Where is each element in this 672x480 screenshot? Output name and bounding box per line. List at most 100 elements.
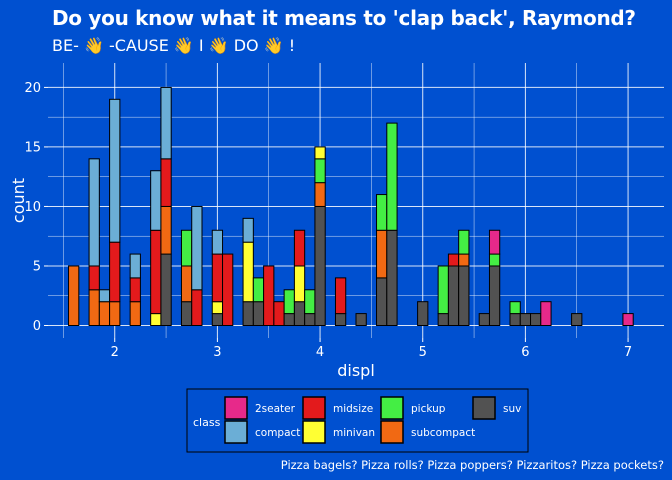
bar-pickup [252,277,265,303]
bar-subcompact [98,301,111,327]
bar-midsize [160,158,172,207]
x-tick-label: 6 [521,345,529,360]
legend-key-compact [224,420,248,444]
x-tick-label: 4 [316,345,324,360]
legend-key-pickup [380,396,404,420]
bar-suv [437,313,449,327]
y-axis-title: count [9,178,28,223]
legend-label-midsize: midsize [333,403,373,415]
bar-pickup [458,229,470,255]
bar-suv [417,301,429,327]
x-axis-title: displ [337,361,375,380]
bar-compact [211,229,224,255]
bar-midsize [88,265,100,291]
bar-pickup [386,122,398,231]
bar-suv [571,313,583,327]
bar-compact [129,253,141,279]
bar-midsize [293,229,306,267]
bar-suv [334,313,347,327]
y-tick-label: 0 [33,319,41,334]
bar-pickup [488,253,501,267]
bar-midsize [263,265,275,327]
bar-suv [488,265,501,327]
bar-suv [180,301,193,327]
legend-label-suv: suv [503,403,521,415]
bar-pickup [180,229,193,267]
bar-pickup [304,289,316,315]
bar-subcompact [458,253,470,267]
bar-subcompact [109,301,121,327]
bar-compact [160,86,172,160]
bar-minivan [211,301,224,315]
bar-subcompact [314,182,326,207]
bar-pickup [376,194,388,231]
bar-compact [88,158,100,267]
legend-label-pickup: pickup [411,403,446,415]
legend-key-subcompact [380,420,404,444]
bar-suv [386,229,398,326]
legend-key-suv [472,396,496,420]
bar-minivan [314,146,326,160]
legend-key-2seater [224,396,248,420]
bar-suv [509,313,521,327]
bar-subcompact [129,301,141,327]
y-tick-label: 15 [24,140,41,155]
bar-suv [447,265,460,327]
y-tick-label: 20 [24,81,41,96]
x-tick-label: 2 [111,345,119,360]
chart-title: Do you know what it means to 'clap back'… [52,6,636,30]
legend-key-minivan [302,420,326,444]
bar-2seater [488,229,501,255]
bar-compact [98,289,111,303]
bar-suv [530,313,542,327]
legend-label-subcompact: subcompact [411,427,475,439]
bar-compact [109,98,121,243]
bar-midsize [273,301,285,327]
bar-compact [242,217,254,243]
bar-2seater [540,301,552,327]
bar-suv [252,301,265,327]
bar-midsize [129,277,141,303]
bar-subcompact [68,265,80,327]
bar-midsize [211,253,224,303]
bar-minivan [242,241,254,303]
chart-subtitle: BE- 👋 -CAUSE 👋 I 👋 DO 👋 ! [52,36,296,55]
legend-title: class [193,416,221,429]
bar-pickup [314,158,326,184]
bar-2seater [622,313,634,327]
bar-suv [160,253,172,326]
bar-suv [283,313,295,327]
bar-midsize [191,289,203,326]
bar-suv [304,313,316,327]
bar-midsize [150,229,162,315]
bar-suv [376,277,388,326]
bar-suv [242,301,254,327]
x-tick-label: 5 [419,345,427,360]
bar-subcompact [88,289,100,326]
bar-midsize [222,253,234,326]
bar-compact [191,205,203,291]
legend-key-midsize [302,396,326,420]
bar-midsize [447,253,460,267]
bar-suv [355,313,367,327]
bar-pickup [509,301,521,315]
bar-suv [293,301,306,327]
x-tick-label: 3 [213,345,221,360]
chart-caption: Pizza bagels? Pizza rolls? Pizza poppers… [280,458,664,472]
bar-subcompact [180,265,193,303]
bar-pickup [283,289,295,315]
legend-label-compact: compact [255,427,300,439]
bar-minivan [293,265,306,303]
x-tick-label: 7 [624,345,632,360]
y-tick-label: 10 [24,200,41,215]
legend-box [186,388,529,453]
bar-compact [150,170,162,231]
legend-label-minivan: minivan [333,427,375,439]
bar-minivan [150,313,162,327]
bar-subcompact [160,205,172,255]
y-tick-label: 5 [33,259,41,274]
bar-subcompact [376,229,388,279]
bar-suv [314,205,326,326]
